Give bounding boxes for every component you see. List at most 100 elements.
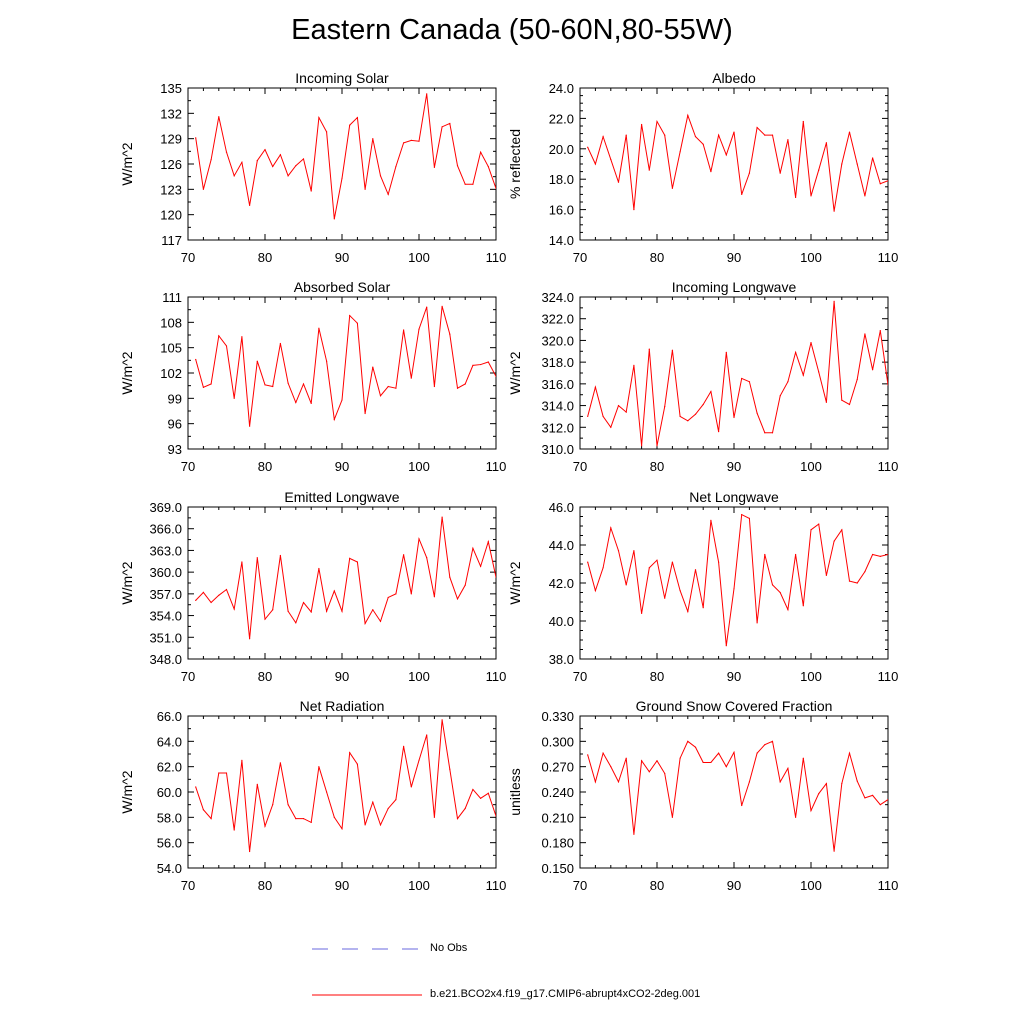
data-point	[602, 752, 604, 754]
plot-frame	[187, 87, 497, 241]
data-point	[864, 195, 866, 197]
y-tick-label: 40.0	[549, 614, 574, 629]
data-point	[225, 151, 228, 153]
data-point	[433, 596, 435, 598]
data-point	[372, 366, 374, 368]
data-point	[349, 314, 351, 317]
data-point	[764, 744, 766, 746]
data-point	[418, 328, 420, 330]
data-point	[664, 772, 666, 775]
y-tick-label: 324.0	[541, 290, 574, 305]
data-point	[318, 116, 320, 119]
x-tick-label: 110	[486, 250, 507, 265]
data-point	[279, 154, 281, 156]
data-point	[241, 336, 243, 338]
panel-title: Albedo	[712, 70, 756, 86]
data-point	[287, 175, 289, 177]
data-point	[256, 783, 258, 786]
data-point	[333, 218, 335, 220]
panel-title: Net Radiation	[300, 698, 385, 714]
y-tick-label: 316.0	[541, 377, 574, 392]
data-point	[341, 177, 343, 179]
plot-frame	[187, 715, 497, 869]
data-point	[679, 415, 681, 418]
x-tick-label: 70	[573, 878, 587, 893]
data-point	[864, 797, 866, 799]
data-point	[449, 768, 451, 770]
x-tick-label: 110	[878, 669, 899, 684]
data-point	[379, 175, 382, 177]
data-point	[718, 431, 720, 433]
y-tick-label: 22.0	[549, 111, 574, 126]
data-point	[810, 529, 812, 531]
data-point	[610, 766, 612, 768]
series-line	[195, 517, 496, 639]
data-point	[364, 622, 366, 625]
data-point	[295, 818, 297, 820]
data-point	[656, 120, 658, 123]
data-point	[441, 516, 443, 518]
x-tick-label: 110	[878, 250, 899, 265]
data-point	[233, 175, 235, 177]
data-point	[480, 565, 482, 567]
x-tick-label: 100	[800, 250, 822, 265]
data-point	[648, 348, 650, 350]
data-point	[748, 517, 751, 520]
data-point	[756, 752, 758, 754]
y-axis-label: W/m^2	[119, 561, 135, 604]
x-tick-label: 90	[727, 250, 741, 265]
data-point	[848, 752, 851, 754]
y-tick-label: 54.0	[157, 861, 182, 876]
panel-0: 70 80 90 100 110 117 120 123 126 129 132 135 Incomin…	[119, 70, 506, 265]
data-point	[725, 154, 727, 156]
y-axis-label: W/m^2	[507, 351, 523, 394]
data-point	[648, 169, 650, 171]
data-point	[302, 601, 305, 604]
data-point	[841, 399, 843, 401]
data-point	[687, 420, 689, 422]
data-point	[249, 425, 251, 427]
data-point	[802, 374, 804, 376]
data-point	[195, 358, 197, 361]
y-tick-label: 135	[160, 81, 182, 96]
x-tick-label: 90	[335, 459, 349, 474]
data-point	[326, 610, 328, 612]
data-point	[295, 622, 297, 624]
x-tick-label: 100	[800, 669, 822, 684]
data-point	[687, 114, 689, 116]
data-point	[287, 804, 289, 806]
data-point	[356, 763, 358, 765]
panel-5: 70 80 90 100 110 38.0 40.0 42.0 44.0 46.0 Net Long…	[507, 489, 898, 684]
data-point	[433, 385, 435, 388]
data-point	[356, 116, 358, 119]
panel-2: 70 80 90 100 110 93 96 99 102 105 108 111 Absorbed S…	[119, 279, 506, 474]
data-point	[218, 772, 220, 774]
data-point	[702, 143, 704, 145]
data-point	[241, 161, 243, 163]
data-point	[464, 807, 466, 810]
data-point	[594, 163, 597, 165]
data-point	[771, 584, 774, 586]
data-point	[787, 139, 789, 141]
data-point	[633, 550, 635, 552]
data-point	[441, 719, 443, 721]
data-point	[872, 369, 874, 371]
y-tick-label: 363.0	[149, 543, 182, 558]
data-point	[648, 771, 650, 773]
data-point	[410, 786, 412, 788]
data-point	[625, 757, 627, 759]
data-point	[387, 385, 389, 388]
x-tick-label: 110	[486, 459, 507, 474]
data-point	[356, 561, 358, 563]
data-point	[587, 754, 589, 756]
data-point	[856, 582, 858, 584]
data-point	[310, 402, 312, 404]
data-point	[887, 384, 888, 386]
data-point	[825, 142, 828, 144]
data-point	[202, 188, 204, 190]
data-point	[295, 165, 297, 167]
data-point	[295, 401, 297, 404]
data-point	[718, 134, 720, 136]
y-tick-label: 318.0	[541, 355, 574, 370]
